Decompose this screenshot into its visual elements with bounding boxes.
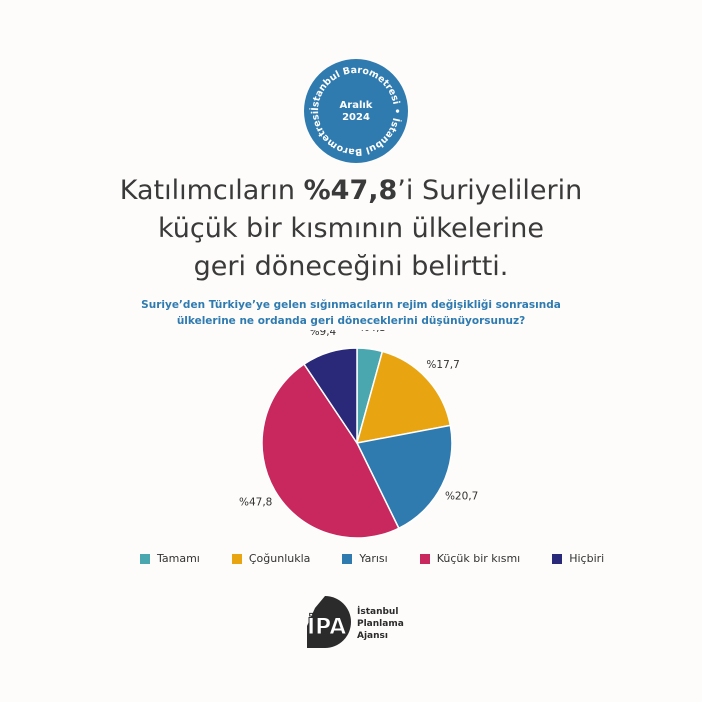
legend-swatch xyxy=(552,553,563,564)
pie-label-0: %4,3 xyxy=(359,330,386,334)
legend-label: Tamamı xyxy=(157,552,200,565)
headline-pre: Katılımcıların xyxy=(119,175,304,206)
survey-question: Suriye’den Türkiye’ye gelen sığınmacılar… xyxy=(0,297,702,329)
istanbul-barometresi-badge: İstanbul Barometresi • İstanbul Barometr… xyxy=(303,58,408,163)
headline: Katılımcıların %47,8’i Suriyelilerin küç… xyxy=(0,172,702,286)
pie-slice-2 xyxy=(355,424,453,530)
headline-highlight: %47,8 xyxy=(303,175,398,206)
badge-month: Aralık xyxy=(340,100,373,111)
legend-item: Hiçbiri xyxy=(552,552,604,565)
question-line1: Suriye’den Türkiye’ye gelen sığınmacılar… xyxy=(141,299,561,311)
logo-line3: Ajansı xyxy=(357,631,388,641)
pie-label-2: %20,7 xyxy=(445,490,478,502)
headline-line2: küçük bir kısmının ülkelerine xyxy=(157,213,545,244)
logo-mark: İPA xyxy=(307,614,346,640)
legend-swatch xyxy=(231,553,242,564)
legend-label: Çoğunlukla xyxy=(248,552,311,565)
logo-line1: İstanbul xyxy=(357,606,398,617)
ipa-logo: İPA İstanbul Planlama Ajansı xyxy=(307,596,404,648)
legend-swatch xyxy=(419,553,430,564)
pie-label-3: %47,8 xyxy=(239,497,272,509)
pie-slice-1 xyxy=(355,350,452,444)
legend-swatch xyxy=(342,553,353,564)
headline-line3: geri döneceğini belirtti. xyxy=(193,251,509,282)
legend-label: Küçük bir kısmı xyxy=(436,552,521,565)
legend-item: Çoğunlukla xyxy=(231,552,311,565)
logo-line2: Planlama xyxy=(357,619,404,629)
legend: Tamamı Çoğunlukla Yarısı Küçük bir kısmı Hiç… xyxy=(140,552,636,565)
pie-slice-4 xyxy=(303,347,358,446)
pie-label-1: %17,7 xyxy=(426,359,459,371)
legend-label: Yarısı xyxy=(359,552,388,565)
legend-swatch xyxy=(140,553,150,564)
legend-item: Küçük bir kısmı xyxy=(419,552,521,565)
pie-chart: %4,3 %17,7 %20,7 %47,8 %9,4 xyxy=(239,330,478,539)
badge-year: 2024 xyxy=(342,112,370,123)
question-line2: ülkelerine ne ordanda geri döneceklerini… xyxy=(176,315,526,327)
legend-item: Yarısı xyxy=(342,552,388,565)
badge-circle xyxy=(304,59,408,163)
pie-label-4: %9,4 xyxy=(310,330,337,338)
legend-label: Hiçbiri xyxy=(569,552,605,565)
headline-post: ’i Suriyelilerin xyxy=(397,175,583,206)
legend-item: Tamamı xyxy=(140,552,200,565)
pie-slice-3 xyxy=(261,363,400,539)
